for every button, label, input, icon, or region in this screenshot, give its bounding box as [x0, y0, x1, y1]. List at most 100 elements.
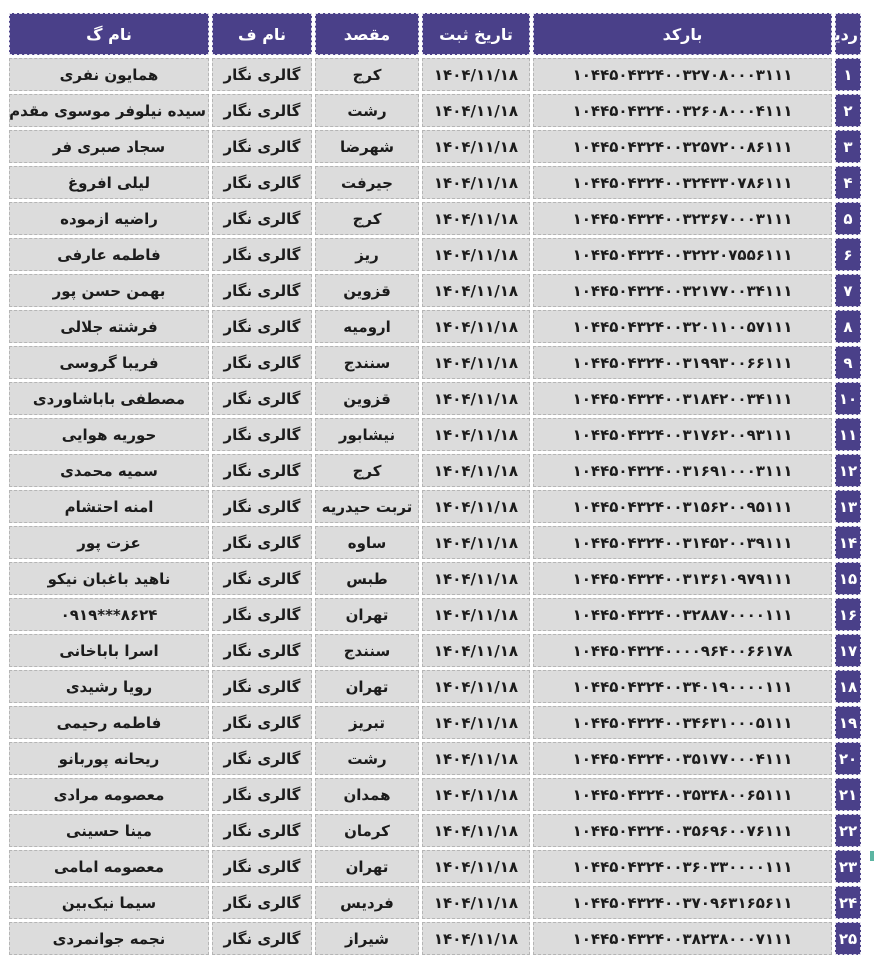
- cell-barcode: ۱۰۴۴۵۰۴۳۲۴۰۰۳۴۶۳۱۰۰۰۵۱۱۱: [533, 706, 832, 739]
- cell-destination: رشت: [315, 94, 419, 127]
- cell-register-date: ۱۴۰۴/۱۱/۱۸: [422, 598, 530, 631]
- cell-barcode: ۱۰۴۴۵۰۴۳۲۴۰۰۳۲۱۷۷۰۰۳۴۱۱۱: [533, 274, 832, 307]
- table-row: ۲۱ ۱۰۴۴۵۰۴۳۲۴۰۰۳۵۳۴۸۰۰۶۵۱۱۱ ۱۴۰۴/۱۱/۱۸ ه…: [9, 778, 861, 811]
- cell-register-date: ۱۴۰۴/۱۱/۱۸: [422, 778, 530, 811]
- cell-barcode: ۱۰۴۴۵۰۴۳۲۴۰۰۳۱۶۹۱۰۰۰۳۱۱۱: [533, 454, 832, 487]
- cell-destination: سنندج: [315, 346, 419, 379]
- table-row: ۶ ۱۰۴۴۵۰۴۳۲۴۰۰۳۲۲۲۰۷۵۵۶۱۱۱ ۱۴۰۴/۱۱/۱۸ ری…: [9, 238, 861, 271]
- cell-first-name: گالری نگار: [212, 454, 312, 487]
- table-row: ۲۰ ۱۰۴۴۵۰۴۳۲۴۰۰۳۵۱۷۷۰۰۰۴۱۱۱ ۱۴۰۴/۱۱/۱۸ ر…: [9, 742, 861, 775]
- cell-first-name: گالری نگار: [212, 922, 312, 955]
- cell-row-number: ۱۱: [835, 418, 861, 451]
- column-header-row-number: ردیف: [835, 13, 861, 55]
- cell-barcode: ۱۰۴۴۵۰۴۳۲۴۰۰۳۱۴۵۲۰۰۳۹۱۱۱: [533, 526, 832, 559]
- cell-barcode: ۱۰۴۴۵۰۴۳۲۴۰۰۳۵۶۹۶۰۰۷۶۱۱۱: [533, 814, 832, 847]
- cell-register-date: ۱۴۰۴/۱۱/۱۸: [422, 274, 530, 307]
- cell-row-number: ۱۳: [835, 490, 861, 523]
- cell-first-name: گالری نگار: [212, 562, 312, 595]
- cell-last-name: معصومه امامی: [9, 850, 209, 883]
- cell-last-name: معصومه مرادی: [9, 778, 209, 811]
- cell-destination: تهران: [315, 670, 419, 703]
- cell-last-name: رویا رشیدی: [9, 670, 209, 703]
- cell-register-date: ۱۴۰۴/۱۱/۱۸: [422, 130, 530, 163]
- cell-row-number: ۲۲: [835, 814, 861, 847]
- cell-row-number: ۵: [835, 202, 861, 235]
- screen-edge-artifact: [870, 851, 874, 861]
- cell-first-name: گالری نگار: [212, 166, 312, 199]
- table-row: ۲۲ ۱۰۴۴۵۰۴۳۲۴۰۰۳۵۶۹۶۰۰۷۶۱۱۱ ۱۴۰۴/۱۱/۱۸ ک…: [9, 814, 861, 847]
- cell-last-name: فرشته جلالی: [9, 310, 209, 343]
- cell-register-date: ۱۴۰۴/۱۱/۱۸: [422, 382, 530, 415]
- cell-last-name: فاطمه عارفی: [9, 238, 209, 271]
- cell-destination: نیشابور: [315, 418, 419, 451]
- cell-row-number: ۲۳: [835, 850, 861, 883]
- cell-register-date: ۱۴۰۴/۱۱/۱۸: [422, 670, 530, 703]
- table-row: ۱۱ ۱۰۴۴۵۰۴۳۲۴۰۰۳۱۷۶۲۰۰۹۳۱۱۱ ۱۴۰۴/۱۱/۱۸ ن…: [9, 418, 861, 451]
- table-row: ۱۴ ۱۰۴۴۵۰۴۳۲۴۰۰۳۱۴۵۲۰۰۳۹۱۱۱ ۱۴۰۴/۱۱/۱۸ س…: [9, 526, 861, 559]
- cell-first-name: گالری نگار: [212, 58, 312, 91]
- cell-last-name: مصطفی باباشاوردی: [9, 382, 209, 415]
- table-row: ۱۷ ۱۰۴۴۵۰۴۳۲۴۰۰۰۰۹۶۴۰۰۶۶۱۷۸ ۱۴۰۴/۱۱/۱۸ س…: [9, 634, 861, 667]
- cell-row-number: ۱۴: [835, 526, 861, 559]
- cell-register-date: ۱۴۰۴/۱۱/۱۸: [422, 526, 530, 559]
- cell-destination: کرج: [315, 58, 419, 91]
- cell-row-number: ۱: [835, 58, 861, 91]
- table-body: ۱ ۱۰۴۴۵۰۴۳۲۴۰۰۳۲۷۰۸۰۰۰۳۱۱۱ ۱۴۰۴/۱۱/۱۸ کر…: [9, 58, 861, 955]
- cell-destination: تبریز: [315, 706, 419, 739]
- cell-last-name: ۰۹۱۹***۸۶۲۴: [9, 598, 209, 631]
- cell-barcode: ۱۰۴۴۵۰۴۳۲۴۰۰۳۷۰۹۶۳۱۶۵۶۱۱: [533, 886, 832, 919]
- cell-register-date: ۱۴۰۴/۱۱/۱۸: [422, 238, 530, 271]
- cell-destination: شهرضا: [315, 130, 419, 163]
- table-row: ۲۴ ۱۰۴۴۵۰۴۳۲۴۰۰۳۷۰۹۶۳۱۶۵۶۱۱ ۱۴۰۴/۱۱/۱۸ ف…: [9, 886, 861, 919]
- cell-first-name: گالری نگار: [212, 814, 312, 847]
- cell-register-date: ۱۴۰۴/۱۱/۱۸: [422, 94, 530, 127]
- column-header-register-date: تاریخ ثبت: [422, 13, 530, 55]
- cell-destination: طبس: [315, 562, 419, 595]
- cell-last-name: سیده نیلوفر موسوی مقدم: [9, 94, 209, 127]
- cell-first-name: گالری نگار: [212, 886, 312, 919]
- table-row: ۱ ۱۰۴۴۵۰۴۳۲۴۰۰۳۲۷۰۸۰۰۰۳۱۱۱ ۱۴۰۴/۱۱/۱۸ کر…: [9, 58, 861, 91]
- cell-last-name: اسرا باباخانی: [9, 634, 209, 667]
- cell-barcode: ۱۰۴۴۵۰۴۳۲۴۰۰۳۲۲۲۰۷۵۵۶۱۱۱: [533, 238, 832, 271]
- cell-last-name: همایون نفری: [9, 58, 209, 91]
- cell-barcode: ۱۰۴۴۵۰۴۳۲۴۰۰۳۶۰۳۳۰۰۰۰۱۱۱: [533, 850, 832, 883]
- table-row: ۷ ۱۰۴۴۵۰۴۳۲۴۰۰۳۲۱۷۷۰۰۳۴۱۱۱ ۱۴۰۴/۱۱/۱۸ قز…: [9, 274, 861, 307]
- cell-last-name: سمیه محمدی: [9, 454, 209, 487]
- cell-first-name: گالری نگار: [212, 598, 312, 631]
- column-header-first-name: نام ف: [212, 13, 312, 55]
- cell-last-name: بهمن حسن پور: [9, 274, 209, 307]
- cell-row-number: ۱۲: [835, 454, 861, 487]
- cell-row-number: ۱۰: [835, 382, 861, 415]
- cell-last-name: مینا حسینی: [9, 814, 209, 847]
- cell-barcode: ۱۰۴۴۵۰۴۳۲۴۰۰۳۲۳۶۷۰۰۰۳۱۱۱: [533, 202, 832, 235]
- cell-last-name: ناهید باغبان نیکو: [9, 562, 209, 595]
- table-row: ۱۹ ۱۰۴۴۵۰۴۳۲۴۰۰۳۴۶۳۱۰۰۰۵۱۱۱ ۱۴۰۴/۱۱/۱۸ ت…: [9, 706, 861, 739]
- cell-first-name: گالری نگار: [212, 274, 312, 307]
- column-header-last-name: نام گ: [9, 13, 209, 55]
- cell-destination: سنندج: [315, 634, 419, 667]
- cell-destination: کرج: [315, 454, 419, 487]
- cell-first-name: گالری نگار: [212, 130, 312, 163]
- cell-barcode: ۱۰۴۴۵۰۴۳۲۴۰۰۳۱۸۴۲۰۰۳۴۱۱۱: [533, 382, 832, 415]
- cell-register-date: ۱۴۰۴/۱۱/۱۸: [422, 562, 530, 595]
- cell-last-name: لیلی افروغ: [9, 166, 209, 199]
- cell-register-date: ۱۴۰۴/۱۱/۱۸: [422, 58, 530, 91]
- cell-destination: ریز: [315, 238, 419, 271]
- shipment-table: ردیف بارکد تاریخ ثبت مقصد نام ف نام گ ۱ …: [6, 10, 864, 958]
- cell-barcode: ۱۰۴۴۵۰۴۳۲۴۰۰۰۰۹۶۴۰۰۶۶۱۷۸: [533, 634, 832, 667]
- cell-first-name: گالری نگار: [212, 490, 312, 523]
- cell-first-name: گالری نگار: [212, 706, 312, 739]
- cell-register-date: ۱۴۰۴/۱۱/۱۸: [422, 418, 530, 451]
- column-header-barcode: بارکد: [533, 13, 832, 55]
- cell-register-date: ۱۴۰۴/۱۱/۱۸: [422, 202, 530, 235]
- table-row: ۱۵ ۱۰۴۴۵۰۴۳۲۴۰۰۳۱۳۶۱۰۹۷۹۱۱۱ ۱۴۰۴/۱۱/۱۸ ط…: [9, 562, 861, 595]
- cell-first-name: گالری نگار: [212, 526, 312, 559]
- cell-row-number: ۳: [835, 130, 861, 163]
- cell-first-name: گالری نگار: [212, 418, 312, 451]
- cell-register-date: ۱۴۰۴/۱۱/۱۸: [422, 490, 530, 523]
- column-header-destination: مقصد: [315, 13, 419, 55]
- cell-register-date: ۱۴۰۴/۱۱/۱۸: [422, 742, 530, 775]
- cell-row-number: ۱۶: [835, 598, 861, 631]
- cell-row-number: ۸: [835, 310, 861, 343]
